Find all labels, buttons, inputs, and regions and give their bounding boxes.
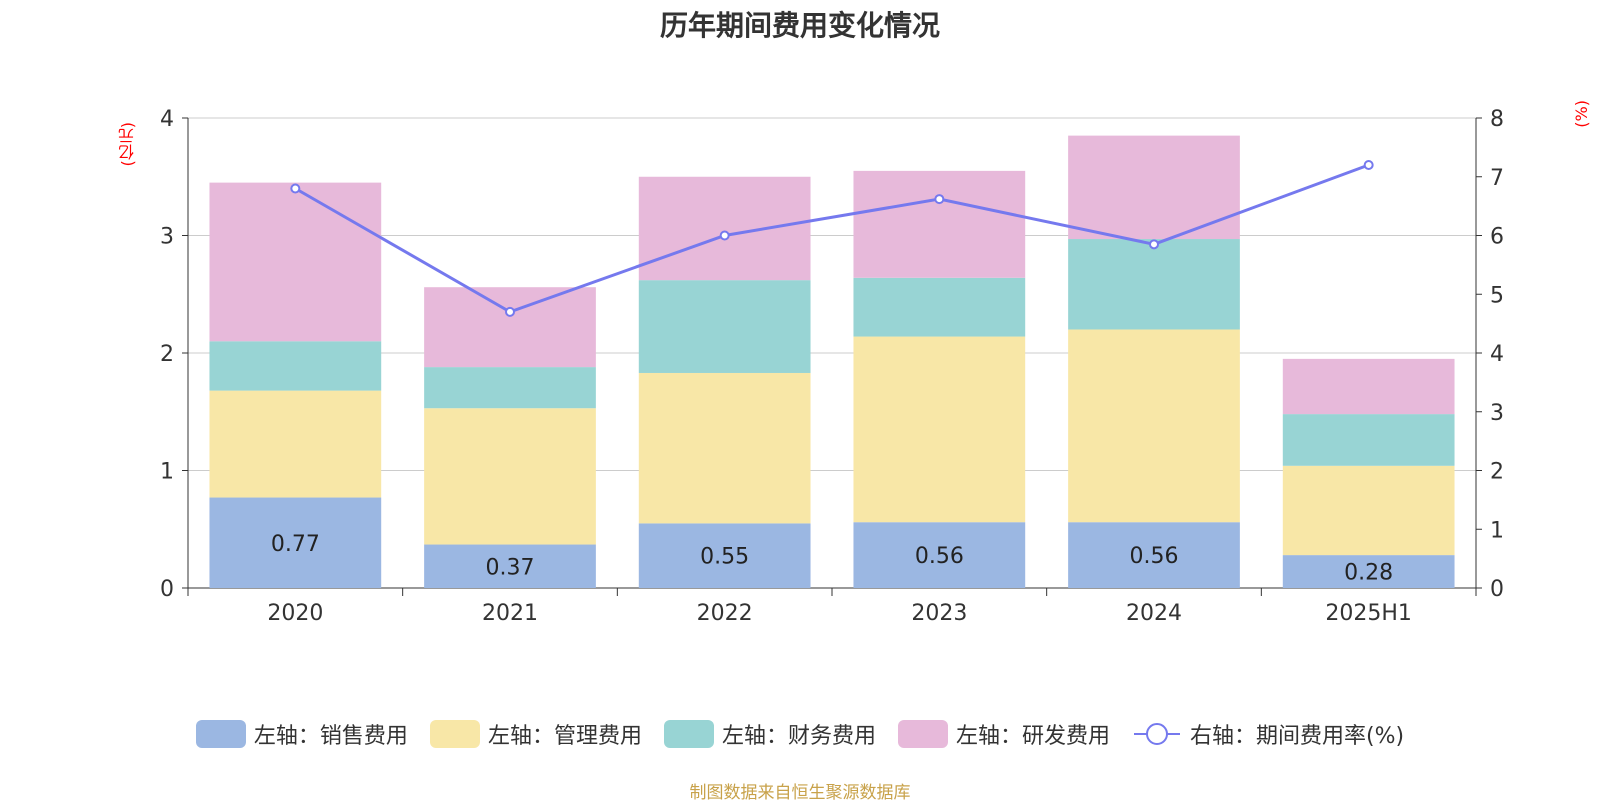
legend-item-sales[interactable]: 左轴：销售费用 [195, 718, 408, 750]
bar-segment-rd [638, 176, 811, 281]
bar-segment-rd [209, 182, 382, 342]
bar-segment-finance [853, 277, 1026, 337]
bar-segment-rd [1282, 358, 1455, 415]
bar-segment-finance [1068, 239, 1240, 330]
right-axis-tick-label: 5 [1490, 283, 1504, 308]
legend-line-marker-icon [1133, 723, 1180, 745]
bar-segment-finance [1282, 414, 1455, 466]
right-axis-tick-label: 0 [1490, 577, 1504, 602]
bar-data-label: 0.28 [1344, 561, 1393, 586]
right-axis-tick-label: 7 [1490, 166, 1504, 191]
bar-segment-sales [209, 497, 382, 588]
legend-item-finance[interactable]: 左轴：财务费用 [663, 718, 876, 750]
x-axis-tick-label: 2021 [482, 601, 538, 626]
bar-segment-finance [424, 367, 596, 409]
expense-rate-point [290, 183, 301, 194]
x-axis-tick-label: 2024 [1126, 601, 1182, 626]
bar-segment-sales [1068, 522, 1240, 588]
right-axis-tick-label: 3 [1490, 401, 1504, 426]
legend-label-expense-rate: 右轴：期间费用率(%) [1189, 724, 1405, 749]
expense-rate-point [934, 194, 945, 205]
expense-rate-line [294, 163, 1370, 314]
right-axis-tick-label: 6 [1490, 225, 1504, 250]
bar-segment-admin [1068, 329, 1240, 523]
legend-swatch-finance [663, 720, 714, 748]
bar-data-label: 0.56 [1130, 544, 1179, 569]
bar-segment-admin [424, 408, 596, 545]
bar-segment-finance [209, 341, 382, 391]
legend-label-rd: 左轴：研发费用 [955, 724, 1110, 749]
right-axis-tick-label: 8 [1490, 107, 1504, 132]
expense-rate-point [719, 230, 730, 241]
legend-label-finance: 左轴：财务费用 [721, 724, 876, 749]
expense-rate-point [505, 306, 515, 317]
legend-label-admin: 左轴：管理费用 [487, 724, 642, 749]
expense-rate-point [1149, 239, 1159, 250]
bar-segment-rd [853, 170, 1026, 278]
left-axis-tick-label: 2 [160, 342, 174, 367]
data-source-note: 制图数据来自恒生聚源数据库 [689, 783, 911, 803]
right-axis-tick-label: 1 [1490, 518, 1504, 543]
bar-segment-admin [1282, 465, 1455, 556]
bar-segment-admin [638, 372, 811, 524]
x-axis-tick-label: 2025H1 [1325, 601, 1412, 626]
chart-title: 历年期间费用变化情况 [659, 9, 940, 42]
x-axis-tick-label: 2023 [911, 601, 967, 626]
bar-segment-rd [424, 287, 596, 368]
left-axis-tick-label: 0 [160, 577, 174, 602]
x-axis-tick-label: 2020 [267, 601, 323, 626]
left-axis-tick-label: 3 [160, 225, 174, 250]
bar-data-label: 0.55 [700, 545, 749, 570]
legend-item-admin[interactable]: 左轴：管理费用 [429, 718, 642, 750]
legend-item-expense-rate[interactable]: 右轴：期间费用率(%) [1132, 718, 1404, 750]
legend-swatch-sales [195, 720, 246, 748]
bar-segment-finance [638, 280, 811, 373]
bar-segment-sales [638, 523, 811, 588]
bar-segment-admin [209, 390, 382, 498]
legend-item-rd[interactable]: 左轴：研发费用 [897, 718, 1110, 750]
left-axis-tick-label: 4 [160, 107, 174, 132]
bar-data-label: 0.77 [271, 532, 320, 557]
bar-segment-sales [853, 522, 1026, 588]
left-axis-tick-label: 1 [160, 460, 174, 485]
right-axis-tick-label: 2 [1490, 460, 1504, 485]
expense-rate-point [1363, 160, 1374, 170]
bar-segment-admin [853, 336, 1026, 523]
bar-segment-sales [1282, 555, 1455, 588]
bar-data-label: 0.56 [915, 544, 964, 569]
bar-data-label: 0.37 [486, 555, 535, 580]
stacked-bar-line-chart: 0 1 2 3 4 0 1 2 3 4 5 6 7 8 2020 2021 2022 2023 2024 2025H1… [160, 107, 1504, 626]
bar-segment-sales [424, 544, 596, 588]
legend-swatch-admin [429, 720, 480, 748]
legend-label-sales: 左轴：销售费用 [253, 724, 408, 749]
legend-swatch-rd [897, 720, 948, 748]
x-axis-tick-label: 2022 [697, 601, 753, 626]
legend: 左轴：销售费用 左轴：管理费用 左轴：财务费用 左轴：研发费用 右轴：期间费用率… [0, 718, 1600, 750]
right-axis-tick-label: 4 [1490, 342, 1504, 367]
